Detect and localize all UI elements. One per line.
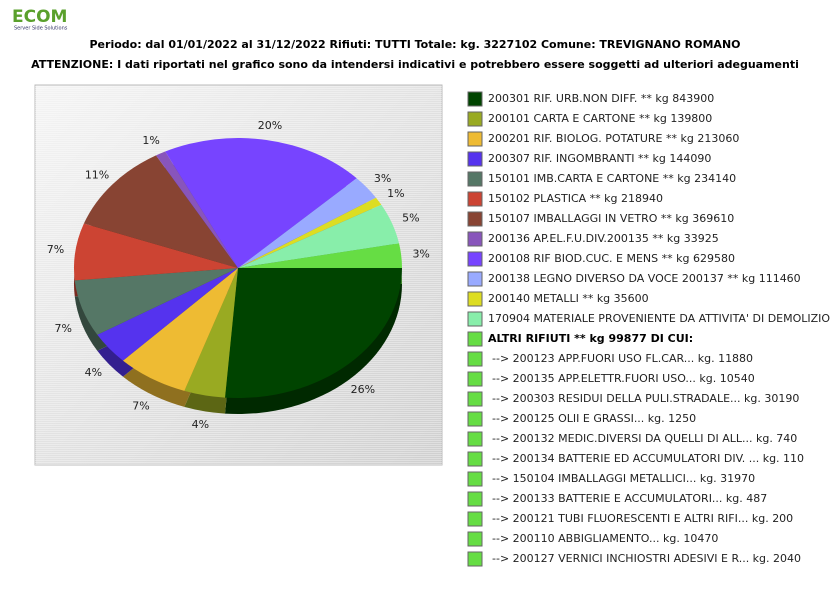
legend-swatch — [467, 331, 483, 347]
slice-label: 11% — [85, 168, 109, 181]
slice-label: 26% — [351, 383, 375, 396]
slice-label: 4% — [85, 366, 102, 379]
legend-swatch — [467, 531, 483, 547]
legend-swatch — [467, 151, 483, 167]
slice-label: 1% — [142, 134, 159, 147]
legend-swatch — [467, 231, 483, 247]
legend-swatch — [467, 131, 483, 147]
legend-sub-label: --> 200303 RESIDUI DELLA PULI.STRADALE..… — [492, 392, 799, 405]
slice — [74, 223, 239, 281]
legend-swatch — [467, 191, 483, 207]
legend-sub-label: --> 200135 APP.ELETTR.FUORI USO... kg. 1… — [492, 372, 755, 385]
legend-label: 150101 IMB.CARTA E CARTONE ** kg 234140 — [488, 172, 736, 185]
slice — [156, 151, 238, 268]
slice-label: 3% — [374, 172, 391, 185]
legend-label: 200140 METALLI ** kg 35600 — [488, 292, 649, 305]
legend-sub-label: --> 200110 ABBIGLIAMENTO... kg. 10470 — [492, 532, 718, 545]
legend-swatch — [467, 511, 483, 527]
slice — [122, 268, 238, 391]
slice — [184, 268, 238, 398]
legend-swatch — [467, 391, 483, 407]
legend-label: 200138 LEGNO DIVERSO DA VOCE 200137 ** k… — [488, 272, 801, 285]
legend-sub-label: --> 150104 IMBALLAGGI METALLICI... kg. 3… — [492, 472, 755, 485]
legend-swatch — [467, 411, 483, 427]
slice — [225, 268, 402, 398]
legend-label: 200101 CARTA E CARTONE ** kg 139800 — [488, 112, 712, 125]
legend-label: 200136 AP.EL.F.U.DIV.200135 ** kg 33925 — [488, 232, 719, 245]
legend-swatch — [467, 371, 483, 387]
logo-tagline: Server Side Solutions — [14, 26, 68, 32]
slice — [97, 268, 239, 361]
slice — [238, 243, 402, 268]
slice — [238, 178, 376, 268]
legend-label: ALTRI RIFIUTI ** kg 99877 DI CUI: — [488, 332, 693, 345]
legend-label: 200108 RIF BIOD.CUC. E MENS ** kg 629580 — [488, 252, 735, 265]
legend-swatch — [467, 171, 483, 187]
legend-label: 200201 RIF. BIOLOG. POTATURE ** kg 21306… — [488, 132, 739, 145]
slice — [238, 197, 382, 268]
slice-label: 7% — [54, 322, 71, 335]
legend-swatch — [467, 551, 483, 567]
legend-sub-label: --> 200121 TUBI FLUORESCENTI E ALTRI RIF… — [492, 512, 793, 525]
legend-sub-label: --> 200133 BATTERIE E ACCUMULATORI... kg… — [492, 492, 767, 505]
legend-swatch — [467, 291, 483, 307]
slice — [74, 268, 238, 335]
legend-swatch — [467, 431, 483, 447]
legend-sub-label: --> 200127 VERNICI INCHIOSTRI ADESIVI E … — [492, 552, 801, 565]
legend-swatch — [467, 451, 483, 467]
slice-label: 4% — [192, 418, 209, 431]
legend-sub-label: --> 200134 BATTERIE ED ACCUMULATORI DIV.… — [492, 452, 804, 465]
logo-name: ECOM — [12, 7, 67, 27]
legend-swatch — [467, 311, 483, 327]
slice-label: 20% — [258, 119, 282, 132]
legend-swatch — [467, 271, 483, 287]
slice-label: 7% — [132, 399, 149, 412]
legend-swatch — [467, 91, 483, 107]
legend-label: 200307 RIF. INGOMBRANTI ** kg 144090 — [488, 152, 711, 165]
slice — [238, 204, 400, 268]
slice — [165, 138, 357, 268]
legend-sub-label: --> 200123 APP.FUORI USO FL.CAR... kg. 1… — [492, 352, 753, 365]
slice-label: 5% — [402, 212, 419, 225]
slice-label: 1% — [387, 187, 404, 200]
legend-sub-label: --> 200125 OLII E GRASSI... kg. 1250 — [492, 412, 696, 425]
slice-label: 7% — [47, 243, 64, 256]
chart-subtitle: ATTENZIONE: I dati riportati nel grafico… — [31, 58, 799, 71]
legend-label: 200301 RIF. URB.NON DIFF. ** kg 843900 — [488, 92, 714, 105]
legend-swatch — [467, 491, 483, 507]
legend-swatch — [467, 351, 483, 367]
legend-label: 170904 MATERIALE PROVENIENTE DA ATTIVITA… — [488, 312, 830, 325]
legend-sub-label: --> 200132 MEDIC.DIVERSI DA QUELLI DI AL… — [492, 432, 797, 445]
legend-swatch — [467, 211, 483, 227]
legend-label: 150107 IMBALLAGGI IN VETRO ** kg 369610 — [488, 212, 734, 225]
legend-label: 150102 PLASTICA ** kg 218940 — [488, 192, 663, 205]
legend-swatch — [467, 111, 483, 127]
legend-swatch — [467, 251, 483, 267]
slice-label: 3% — [412, 247, 429, 260]
slice — [83, 155, 238, 268]
chart-title: Periodo: dal 01/01/2022 al 31/12/2022 Ri… — [90, 38, 741, 51]
legend-swatch — [467, 471, 483, 487]
